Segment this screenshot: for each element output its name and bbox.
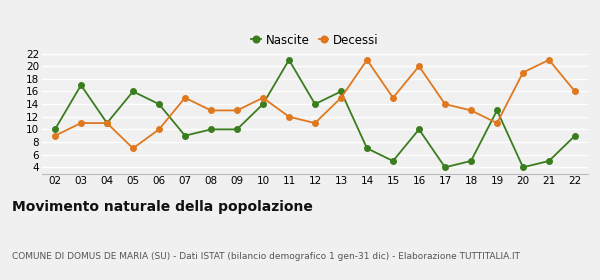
Nascite — [364, 147, 371, 150]
Nascite — [545, 159, 553, 163]
Nascite — [52, 128, 59, 131]
Decessi — [520, 71, 527, 74]
Nascite — [520, 165, 527, 169]
Decessi — [77, 121, 85, 125]
Nascite — [77, 83, 85, 87]
Nascite — [467, 159, 475, 163]
Text: Movimento naturale della popolazione: Movimento naturale della popolazione — [12, 200, 313, 214]
Nascite — [130, 90, 137, 93]
Decessi — [208, 109, 215, 112]
Legend: Nascite, Decessi: Nascite, Decessi — [247, 29, 383, 52]
Decessi — [311, 121, 319, 125]
Decessi — [545, 58, 553, 62]
Nascite — [259, 102, 266, 106]
Decessi — [259, 96, 266, 99]
Decessi — [389, 96, 397, 99]
Decessi — [286, 115, 293, 118]
Decessi — [467, 109, 475, 112]
Nascite — [571, 134, 578, 137]
Nascite — [311, 102, 319, 106]
Nascite — [155, 102, 163, 106]
Decessi — [103, 121, 110, 125]
Decessi — [337, 96, 344, 99]
Decessi — [415, 64, 422, 68]
Nascite — [415, 128, 422, 131]
Line: Nascite: Nascite — [52, 57, 578, 170]
Text: COMUNE DI DOMUS DE MARIA (SU) - Dati ISTAT (bilancio demografico 1 gen-31 dic) -: COMUNE DI DOMUS DE MARIA (SU) - Dati IST… — [12, 252, 520, 261]
Decessi — [181, 96, 188, 99]
Nascite — [442, 165, 449, 169]
Nascite — [337, 90, 344, 93]
Decessi — [155, 128, 163, 131]
Nascite — [208, 128, 215, 131]
Nascite — [233, 128, 241, 131]
Nascite — [389, 159, 397, 163]
Decessi — [493, 121, 500, 125]
Decessi — [52, 134, 59, 137]
Decessi — [442, 102, 449, 106]
Decessi — [233, 109, 241, 112]
Nascite — [286, 58, 293, 62]
Decessi — [130, 147, 137, 150]
Nascite — [493, 109, 500, 112]
Decessi — [571, 90, 578, 93]
Nascite — [103, 121, 110, 125]
Nascite — [181, 134, 188, 137]
Line: Decessi: Decessi — [52, 57, 578, 151]
Decessi — [364, 58, 371, 62]
